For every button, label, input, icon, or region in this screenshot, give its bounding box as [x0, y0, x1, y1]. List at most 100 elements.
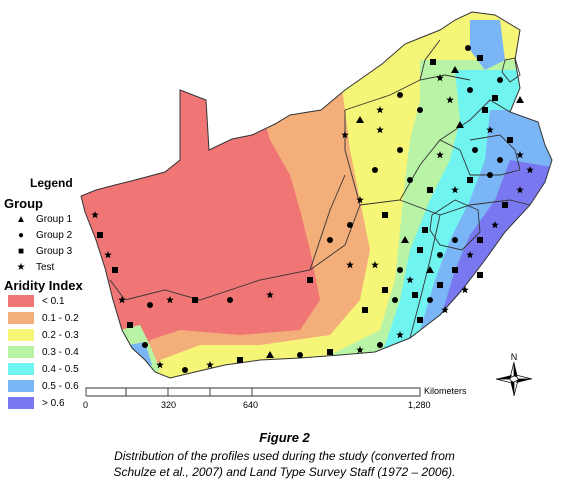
circle-marker [472, 147, 478, 153]
star-marker [371, 261, 379, 269]
legend-label: Group 3 [36, 245, 73, 257]
square-marker [237, 357, 243, 363]
star-marker [491, 221, 499, 229]
star-marker [436, 151, 444, 159]
legend-item-group-2: ● Group 2 [14, 228, 72, 242]
star-marker [206, 361, 214, 369]
circle-marker [227, 297, 233, 303]
circle-marker [417, 107, 423, 113]
circle-marker [377, 342, 383, 348]
star-marker [486, 126, 494, 134]
scale-tick-0: 0 [83, 400, 89, 410]
triangle-marker [426, 266, 434, 273]
square-marker [417, 317, 423, 323]
square-marker [422, 227, 428, 233]
aridity-map [80, 11, 553, 397]
scale-bar [85, 387, 421, 397]
aridity-label: 0.3 - 0.4 [42, 346, 79, 358]
square-marker [467, 177, 473, 183]
caption-line-2: Schulze et al., 2007) and Land Type Surv… [113, 465, 456, 479]
swatch-aridity-6 [8, 397, 34, 409]
star-marker [346, 261, 354, 269]
star-marker [266, 291, 274, 299]
star-marker [406, 276, 414, 284]
star-marker [118, 296, 126, 304]
circle-marker [465, 45, 471, 51]
group-heading: Group [4, 196, 43, 211]
country-outline [80, 11, 553, 379]
aridity-label: < 0.1 [42, 295, 65, 307]
star-marker [441, 306, 449, 314]
legend-title: Legend [30, 176, 73, 190]
swatch-aridity-3 [8, 346, 34, 358]
square-marker [452, 267, 458, 273]
star-marker [526, 166, 534, 174]
scale-tick-640: 640 [243, 400, 259, 410]
star-marker [516, 151, 524, 159]
circle-marker [407, 177, 413, 183]
aridity-class-2: 0.2 - 0.3 [8, 328, 79, 342]
circle-icon: ● [17, 229, 25, 241]
caption-line-1: Distribution of the profiles used during… [114, 449, 455, 463]
triangle-marker [401, 236, 409, 243]
swatch-aridity-4 [8, 363, 34, 375]
legend-item-group-1: ▲ Group 1 [14, 212, 72, 226]
square-marker [437, 282, 443, 288]
legend-item-group-3: ■ Group 3 [14, 244, 72, 258]
star-marker [451, 186, 459, 194]
circle-marker [397, 92, 403, 98]
scale-unit: Kilometers [424, 386, 467, 396]
aridity-label: 0.2 - 0.3 [42, 329, 79, 341]
circle-marker [467, 87, 473, 93]
north-label: N [510, 352, 518, 362]
aridity-class-0: < 0.1 [8, 294, 65, 308]
circle-marker [142, 342, 148, 348]
star-marker [104, 251, 112, 259]
star-marker [356, 196, 364, 204]
aridity-heading: Aridity Index [4, 278, 83, 293]
square-marker [507, 137, 513, 143]
circle-marker [427, 297, 433, 303]
scale-tick-320: 320 [161, 400, 177, 410]
circle-marker [327, 237, 333, 243]
star-marker [91, 211, 99, 219]
triangle-marker [451, 66, 459, 73]
square-marker [427, 187, 433, 193]
square-marker [307, 277, 313, 283]
triangle-icon: ▲ [16, 213, 26, 225]
north-arrow: N [494, 352, 534, 401]
star-marker [436, 74, 444, 82]
triangle-marker [516, 96, 524, 103]
square-marker [112, 267, 118, 273]
square-marker [477, 272, 483, 278]
aridity-class-5: 0.5 - 0.6 [8, 379, 79, 393]
legend-label: Group 2 [36, 229, 73, 241]
swatch-aridity-5 [8, 380, 34, 392]
star-marker [516, 186, 524, 194]
star-marker [376, 126, 384, 134]
circle-marker [392, 297, 398, 303]
square-marker [417, 247, 423, 253]
aridity-class-4: 0.4 - 0.5 [8, 362, 79, 376]
circle-marker [397, 147, 403, 153]
square-marker [97, 232, 103, 238]
circle-marker [182, 367, 188, 373]
swatch-aridity-0 [8, 295, 34, 307]
square-marker [492, 95, 498, 101]
square-marker [192, 297, 198, 303]
legend-item-test: ★ Test [14, 260, 55, 274]
compass-icon [495, 361, 533, 397]
triangle-marker [266, 351, 274, 358]
circle-marker [347, 222, 353, 228]
square-marker [477, 55, 483, 61]
star-marker [356, 346, 364, 354]
square-marker [362, 307, 368, 313]
square-marker [502, 202, 508, 208]
triangle-marker [356, 116, 364, 123]
circle-marker [372, 167, 378, 173]
legend-label: Group 1 [36, 213, 73, 225]
aridity-class-3: 0.3 - 0.4 [8, 345, 79, 359]
site-markers [91, 45, 534, 373]
circle-marker [147, 302, 153, 308]
aridity-label: 0.4 - 0.5 [42, 363, 79, 375]
